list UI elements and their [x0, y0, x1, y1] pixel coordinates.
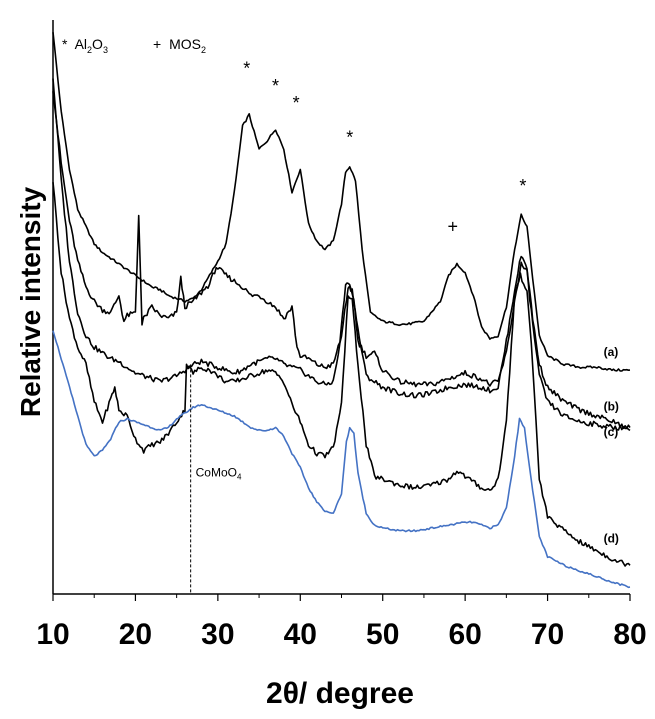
al2o3-peak-marker: *: [519, 176, 526, 196]
series-line-unlabeled: [52, 330, 631, 589]
series-line-d: [52, 182, 631, 567]
x-axis-title: 2θ/ degree: [266, 677, 414, 710]
x-tick-label: 20: [119, 618, 152, 651]
curve-label: (b): [604, 399, 619, 413]
al2o3-peak-marker: *: [293, 93, 300, 113]
x-tick-label: 40: [284, 618, 317, 651]
curve-label: (c): [604, 425, 619, 439]
legend-al2o3-symbol: *: [62, 36, 68, 52]
y-axis-title: Relative intensity: [15, 186, 46, 417]
al2o3-peak-marker: *: [243, 59, 250, 79]
x-tick-label: 80: [613, 618, 646, 651]
mos2-peak-marker: +: [448, 216, 459, 236]
curve-label: (d): [604, 531, 619, 545]
x-axis-ticks: 10 20 30 40 50 60 70 80: [36, 594, 647, 651]
legend-mos2: + MOS2: [153, 36, 206, 55]
comoo4-label: CoMoO4: [196, 465, 242, 481]
legend-mos2-symbol: +: [153, 36, 161, 52]
x-tick-label: 60: [448, 618, 481, 651]
curve-label: (a): [604, 345, 619, 359]
x-tick-label: 10: [36, 618, 69, 651]
series-group: [52, 32, 631, 589]
legend-al2o3: * Al2O3: [62, 36, 108, 55]
series-line-c: [52, 78, 631, 432]
al2o3-peak-marker: *: [346, 127, 353, 147]
al2o3-peak-marker: *: [272, 76, 279, 96]
x-tick-label: 50: [366, 618, 399, 651]
series-line-a: [52, 32, 631, 372]
x-tick-label: 30: [201, 618, 234, 651]
x-tick-label: 70: [531, 618, 564, 651]
peak-markers: * * * * + *: [243, 59, 526, 237]
curve-labels: (a) (b) (c) (d): [604, 345, 619, 546]
